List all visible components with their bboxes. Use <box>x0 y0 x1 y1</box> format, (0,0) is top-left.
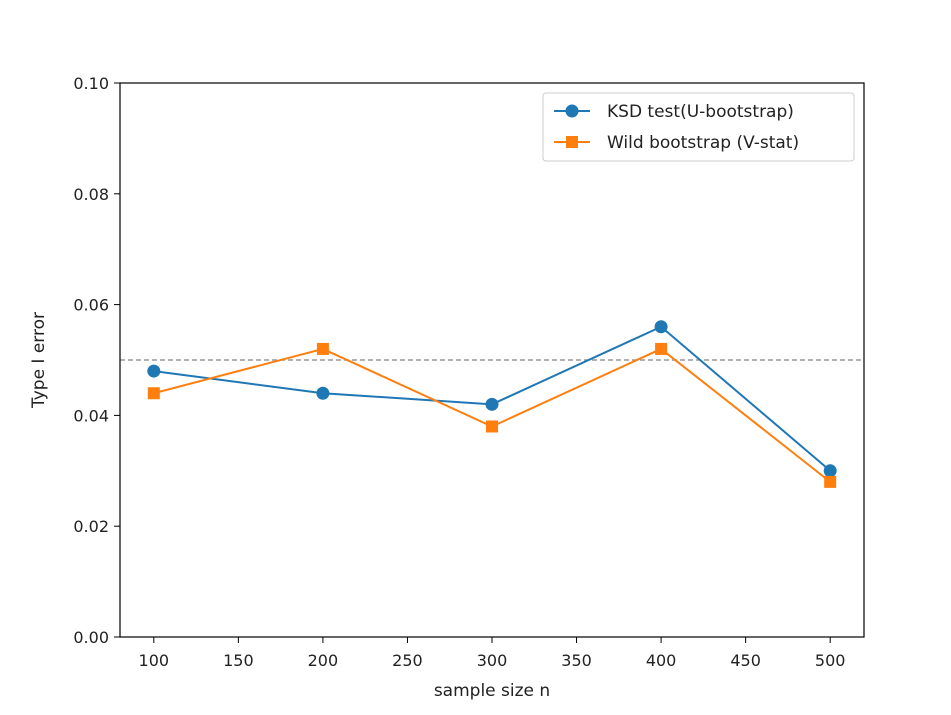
data-point-0 <box>823 464 837 478</box>
data-point-1 <box>824 475 837 488</box>
legend: KSD test(U-bootstrap) Wild bootstrap (V-… <box>542 92 855 162</box>
x-tick-label: 500 <box>815 651 846 670</box>
legend-label-ksd: KSD test(U-bootstrap) <box>607 102 794 122</box>
y-axis: 0.00 0.02 0.04 0.06 0.08 0.10 <box>73 74 120 647</box>
data-point-0 <box>485 397 499 411</box>
data-point-0 <box>147 364 161 378</box>
legend-marker-wild <box>566 136 578 148</box>
x-tick-label: 200 <box>308 651 339 670</box>
series-line-1 <box>153 347 831 483</box>
x-tick-label: 250 <box>392 651 423 670</box>
y-tick-label: 0.04 <box>73 406 109 425</box>
y-tick-label: 0.00 <box>73 628 109 647</box>
x-tick-label: 400 <box>646 651 677 670</box>
y-axis-label: Type I error <box>29 312 49 409</box>
x-axis: 100 150 200 250 300 350 400 450 500 <box>139 637 846 670</box>
series-layer <box>147 320 837 488</box>
y-tick-label: 0.10 <box>73 74 109 93</box>
data-point-0 <box>316 386 330 400</box>
x-tick-label: 100 <box>139 651 170 670</box>
x-tick-label: 350 <box>561 651 592 670</box>
data-point-1 <box>486 420 498 433</box>
x-axis-label: sample size n <box>434 681 550 701</box>
x-tick-label: 150 <box>223 651 254 670</box>
legend-box <box>542 92 855 162</box>
y-tick-label: 0.02 <box>73 517 109 536</box>
y-tick-label: 0.08 <box>73 185 109 204</box>
legend-marker-ksd <box>565 104 579 118</box>
y-tick-label: 0.06 <box>73 296 109 315</box>
x-tick-label: 300 <box>477 651 508 670</box>
legend-label-wild: Wild bootstrap (V-stat) <box>607 133 799 153</box>
data-point-1 <box>147 387 160 400</box>
data-point-1 <box>316 342 329 355</box>
x-tick-label: 450 <box>730 651 761 670</box>
data-point-0 <box>654 320 668 334</box>
data-point-1 <box>655 342 668 355</box>
